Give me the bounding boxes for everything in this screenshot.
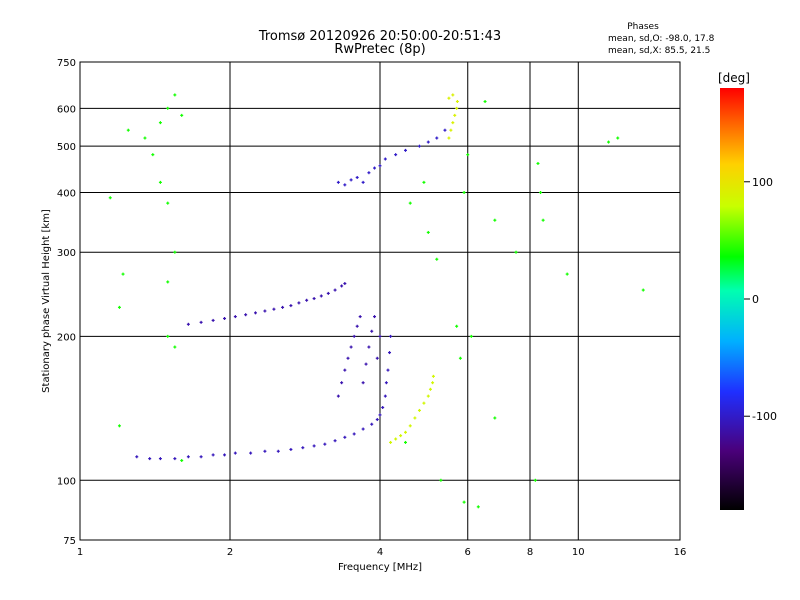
y-tick-labels: 75 100 200 300 400 500 600 750 <box>57 58 76 547</box>
legend-line-o: mean, sd,O: -98.0, 17.8 <box>608 34 715 44</box>
colorbar-tick-labels: 100 0 -100 <box>744 176 777 423</box>
colorbar-tick-label: 100 <box>752 176 773 189</box>
y-tick-label: 400 <box>57 188 76 199</box>
y-tick-label: 750 <box>57 58 76 69</box>
colorbar-label: [deg] <box>718 71 750 85</box>
data-points <box>108 93 645 509</box>
y-tick-label: 600 <box>57 104 76 115</box>
grid-lines <box>80 62 681 540</box>
x-tick-label: 10 <box>572 547 585 558</box>
x-tick-label: 2 <box>227 547 233 558</box>
legend-line-x: mean, sd,X: 85.5, 21.5 <box>608 46 710 56</box>
x-tick-label: 16 <box>674 547 687 558</box>
x-tick-label: 8 <box>527 547 533 558</box>
x-tick-labels: 1 2 4 6 8 10 16 <box>77 547 687 558</box>
x-tick-label: 4 <box>377 547 383 558</box>
colorbar-tick-label: -100 <box>752 410 777 423</box>
x-tick-label: 1 <box>77 547 83 558</box>
y-tick-label: 200 <box>57 332 76 343</box>
y-tick-label: 500 <box>57 142 76 153</box>
y-axis-label: Stationary phase Virtual Height [km] <box>41 209 52 393</box>
colorbar <box>720 88 744 510</box>
y-tick-label: 75 <box>63 536 76 547</box>
chart-title: Tromsø 20120926 20:50:00-20:51:43 <box>258 29 501 44</box>
legend-title: Phases <box>627 22 659 32</box>
y-tick-label: 300 <box>57 248 76 259</box>
x-axis-label: Frequency [MHz] <box>338 562 422 573</box>
y-tick-label: 100 <box>57 476 76 487</box>
chart-subtitle: RwPretec (8p) <box>334 42 425 57</box>
x-tick-label: 6 <box>465 547 471 558</box>
colorbar-tick-label: 0 <box>752 293 759 306</box>
